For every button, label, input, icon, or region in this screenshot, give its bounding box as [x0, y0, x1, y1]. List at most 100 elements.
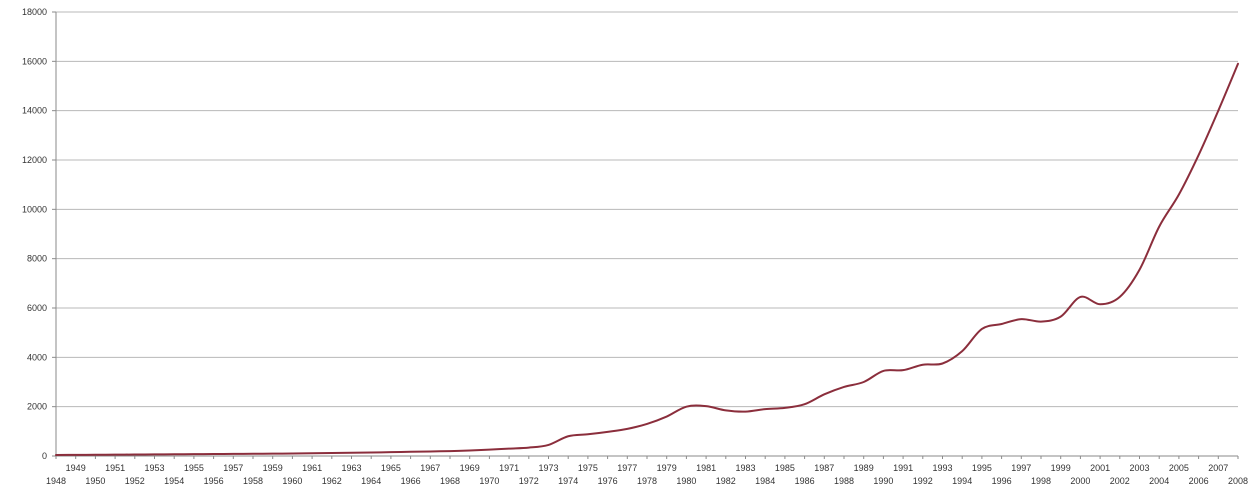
x-tick-label: 2008 — [1228, 476, 1248, 486]
y-tick-label: 0 — [42, 451, 47, 461]
x-tick-label: 1956 — [204, 476, 224, 486]
data-point — [863, 381, 865, 383]
data-point — [469, 449, 471, 451]
x-tick-label: 1988 — [834, 476, 854, 486]
data-point — [941, 362, 943, 364]
data-point — [922, 364, 924, 366]
x-tick-label: 1986 — [795, 476, 815, 486]
x-tick-label: 1984 — [755, 476, 775, 486]
x-tick-label: 1985 — [775, 463, 795, 473]
x-tick-label: 1993 — [932, 463, 952, 473]
x-tick-label: 1960 — [282, 476, 302, 486]
data-point — [1237, 63, 1239, 65]
data-point — [646, 423, 648, 425]
x-tick-label: 2000 — [1070, 476, 1090, 486]
data-point — [725, 409, 727, 411]
data-point — [803, 403, 805, 405]
y-tick-label: 6000 — [27, 303, 47, 313]
series-layer — [55, 62, 1239, 457]
y-tick-label: 16000 — [22, 56, 47, 66]
x-tick-label: 1983 — [735, 463, 755, 473]
y-tick-label: 4000 — [27, 352, 47, 362]
data-point — [409, 451, 411, 453]
x-tick-label: 1996 — [992, 476, 1012, 486]
x-tick-label: 1961 — [302, 463, 322, 473]
data-point — [75, 454, 77, 456]
data-point — [114, 453, 116, 455]
x-tick-label: 1990 — [873, 476, 893, 486]
data-point — [961, 350, 963, 352]
data-point — [1197, 154, 1199, 156]
x-tick-label: 1980 — [676, 476, 696, 486]
x-tick-label: 1950 — [85, 476, 105, 486]
data-point — [882, 370, 884, 372]
x-tick-label: 1967 — [420, 463, 440, 473]
x-tick-label: 1948 — [46, 476, 66, 486]
x-tick-label: 1965 — [381, 463, 401, 473]
data-point — [212, 453, 214, 455]
x-tick-label: 1987 — [814, 463, 834, 473]
y-tick-labels: 0 2000 4000 6000 8000 10000 12000 14000 16000 180… — [22, 7, 47, 461]
x-tick-label: 1962 — [322, 476, 342, 486]
x-tick-label: 2006 — [1189, 476, 1209, 486]
data-point — [508, 447, 510, 449]
data-point — [567, 435, 569, 437]
y-tick-label: 12000 — [22, 155, 47, 165]
x-tick-label: 1972 — [519, 476, 539, 486]
data-point — [705, 405, 707, 407]
data-point — [902, 369, 904, 371]
x-tick-label: 1973 — [538, 463, 558, 473]
y-tick-label: 14000 — [22, 106, 47, 116]
x-tick-label: 1970 — [479, 476, 499, 486]
x-tick-label: 1979 — [657, 463, 677, 473]
y-tick-label: 8000 — [27, 254, 47, 264]
x-tick-label: 1955 — [184, 463, 204, 473]
data-point — [390, 451, 392, 453]
data-point — [134, 453, 136, 455]
x-tick-label: 1971 — [499, 463, 519, 473]
data-point — [1040, 320, 1042, 322]
data-point — [744, 410, 746, 412]
data-point — [606, 431, 608, 433]
x-tick-label: 1998 — [1031, 476, 1051, 486]
x-tick-label: 1963 — [341, 463, 361, 473]
x-tick-label: 2007 — [1208, 463, 1228, 473]
data-point — [1178, 193, 1180, 195]
data-point — [311, 452, 313, 454]
y-tick-label: 10000 — [22, 204, 47, 214]
data-point — [764, 408, 766, 410]
data-point — [547, 444, 549, 446]
data-point — [981, 328, 983, 330]
x-tick-label: 1952 — [125, 476, 145, 486]
x-tick-label: 1975 — [578, 463, 598, 473]
data-point — [232, 453, 234, 455]
x-tick-label: 1994 — [952, 476, 972, 486]
data-point — [626, 428, 628, 430]
data-point — [666, 415, 668, 417]
x-tick-label: 1964 — [361, 476, 381, 486]
x-tick-label: 1982 — [716, 476, 736, 486]
data-point — [153, 453, 155, 455]
x-tick-label: 2005 — [1169, 463, 1189, 473]
data-point — [252, 453, 254, 455]
x-tick-label: 1959 — [263, 463, 283, 473]
x-tick-label: 1976 — [598, 476, 618, 486]
data-point — [843, 386, 845, 388]
data-point — [331, 452, 333, 454]
x-tick-label: 1978 — [637, 476, 657, 486]
x-tick-label: 1966 — [401, 476, 421, 486]
x-tick-label: 1968 — [440, 476, 460, 486]
data-point — [1000, 323, 1002, 325]
x-tick-label: 1995 — [972, 463, 992, 473]
data-point — [1158, 225, 1160, 227]
data-point — [350, 452, 352, 454]
x-tick-label: 1997 — [1011, 463, 1031, 473]
x-tick-label: 2002 — [1110, 476, 1130, 486]
data-point — [272, 452, 274, 454]
data-point — [173, 453, 175, 455]
axes — [52, 11, 1239, 459]
data-point — [1079, 296, 1081, 298]
x-tick-label: 1992 — [913, 476, 933, 486]
data-point — [94, 454, 96, 456]
